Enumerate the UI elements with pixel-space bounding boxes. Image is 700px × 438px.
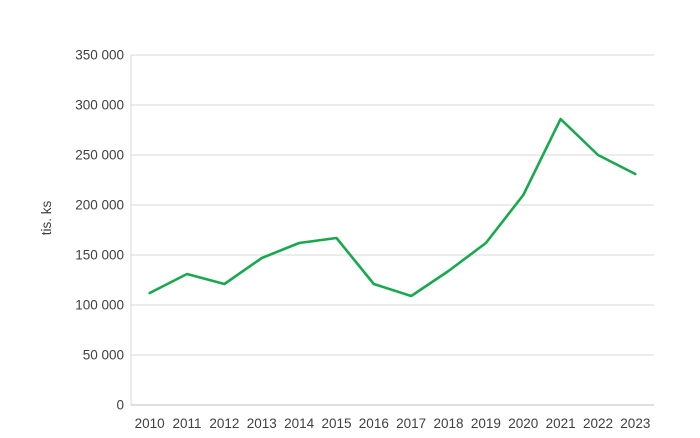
x-axis-tick-labels: 2010 2011 2012 2013 2014 2015 2016 2017 2018 2019… (135, 416, 651, 431)
x-tick-label: 2021 (546, 416, 576, 431)
x-tick-label: 2023 (620, 416, 650, 431)
x-tick-label: 2016 (359, 416, 389, 431)
gridlines (131, 54, 654, 356)
y-tick-label: 100 000 (75, 298, 124, 313)
x-tick-label: 2012 (209, 416, 239, 431)
x-tick-label: 2020 (508, 416, 538, 431)
x-tick-label: 2013 (247, 416, 277, 431)
y-tick-label: 300 000 (75, 98, 124, 113)
y-tick-label: 250 000 (75, 148, 124, 163)
x-tick-label: 2014 (284, 416, 315, 431)
data-series-line (148, 117, 637, 298)
x-tick-label: 2015 (321, 416, 351, 431)
y-tick-label: 50 000 (83, 348, 124, 363)
x-tick-label: 2011 (173, 416, 202, 431)
x-tick-label: 2018 (434, 416, 464, 431)
x-tick-label: 2022 (583, 416, 613, 431)
y-tick-label: 350 000 (75, 48, 124, 63)
y-axis-title: tis. ks (39, 201, 54, 236)
y-tick-label: 200 000 (75, 198, 124, 213)
x-tick-label: 2010 (135, 416, 165, 431)
y-tick-label: 150 000 (75, 248, 124, 263)
x-tick-label: 2017 (396, 416, 426, 431)
x-tick-label: 2019 (471, 416, 501, 431)
y-tick-label: 0 (116, 398, 124, 413)
y-axis-tick-labels: 0 50 000 100 000 150 000 200 000 250 000 300 0… (75, 48, 124, 413)
